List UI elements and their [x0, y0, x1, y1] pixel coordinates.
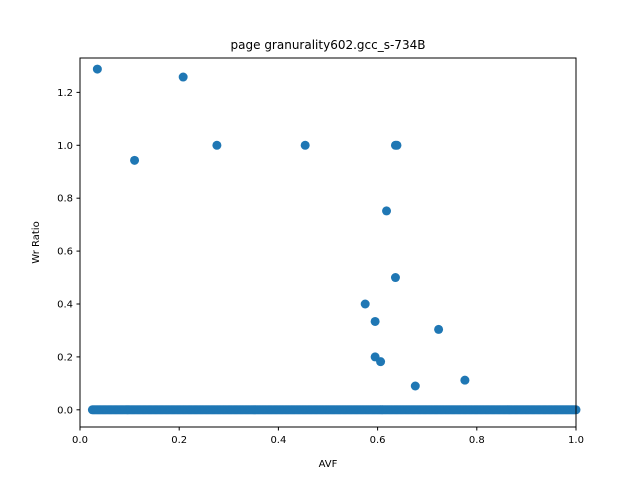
- scatter-point: [410, 381, 420, 391]
- scatter-point: [370, 316, 380, 326]
- scatter-point: [360, 299, 370, 309]
- scatter-point: [460, 375, 470, 385]
- points-layer: [87, 64, 581, 415]
- scatter-point: [392, 140, 402, 150]
- scatter-point: [92, 64, 102, 74]
- x-tick-label: 0.0: [72, 435, 88, 446]
- y-axis-label: Wr Ratio: [31, 221, 42, 263]
- y-tick-label: 0.2: [57, 352, 73, 363]
- plot-frame: [79, 57, 577, 428]
- x-tick-label: 0.8: [469, 435, 485, 446]
- y-axis: 0.0 0.2 0.4 0.6 0.8 1.0 1.2: [57, 88, 80, 416]
- scatter-point: [178, 72, 188, 82]
- scatter-point: [212, 140, 222, 150]
- x-tick-label: 0.6: [370, 435, 386, 446]
- x-tick-label: 1.0: [568, 435, 584, 446]
- y-tick-label: 1.0: [57, 141, 73, 152]
- y-tick-label: 0.0: [57, 405, 73, 416]
- x-tick-label: 0.2: [171, 435, 187, 446]
- x-tick-label: 0.4: [270, 435, 286, 446]
- scatter-point: [434, 324, 444, 334]
- scatter-point: [382, 206, 392, 216]
- y-tick-label: 0.4: [57, 300, 73, 311]
- scatter-point: [300, 140, 310, 150]
- y-tick-label: 0.8: [57, 194, 73, 205]
- chart-title: page granurality602.gcc_s-734B: [231, 38, 426, 52]
- x-axis-label: AVF: [319, 459, 338, 470]
- scatter-point: [390, 273, 400, 283]
- scatter-point: [376, 357, 386, 367]
- x-axis: 0.0 0.2 0.4 0.6 0.8 1.0: [72, 427, 584, 446]
- y-tick-label: 1.2: [57, 88, 73, 99]
- y-tick-label: 0.6: [57, 247, 73, 258]
- scatter-point: [130, 155, 140, 165]
